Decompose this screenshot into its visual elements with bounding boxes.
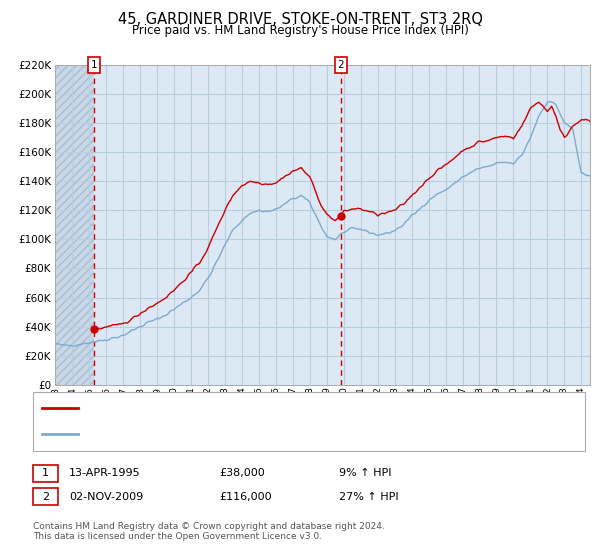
Text: 1: 1 [42,468,49,478]
Text: 45, GARDINER DRIVE, STOKE-ON-TRENT, ST3 2RQ (semi-detached house): 45, GARDINER DRIVE, STOKE-ON-TRENT, ST3 … [84,403,466,413]
Text: 2: 2 [338,60,344,70]
Text: 13-APR-1995: 13-APR-1995 [69,468,140,478]
Text: Price paid vs. HM Land Registry's House Price Index (HPI): Price paid vs. HM Land Registry's House … [131,24,469,37]
Text: £116,000: £116,000 [219,492,272,502]
Text: 45, GARDINER DRIVE, STOKE-ON-TRENT, ST3 2RQ: 45, GARDINER DRIVE, STOKE-ON-TRENT, ST3 … [118,12,482,27]
Text: 02-NOV-2009: 02-NOV-2009 [69,492,143,502]
Text: Contains HM Land Registry data © Crown copyright and database right 2024.
This d: Contains HM Land Registry data © Crown c… [33,522,385,542]
Text: HPI: Average price, semi-detached house, Stoke-on-Trent: HPI: Average price, semi-detached house,… [84,430,380,440]
Text: 2: 2 [42,492,49,502]
Text: 27% ↑ HPI: 27% ↑ HPI [339,492,398,502]
Text: 1: 1 [91,60,97,70]
Text: £38,000: £38,000 [219,468,265,478]
Text: 9% ↑ HPI: 9% ↑ HPI [339,468,392,478]
